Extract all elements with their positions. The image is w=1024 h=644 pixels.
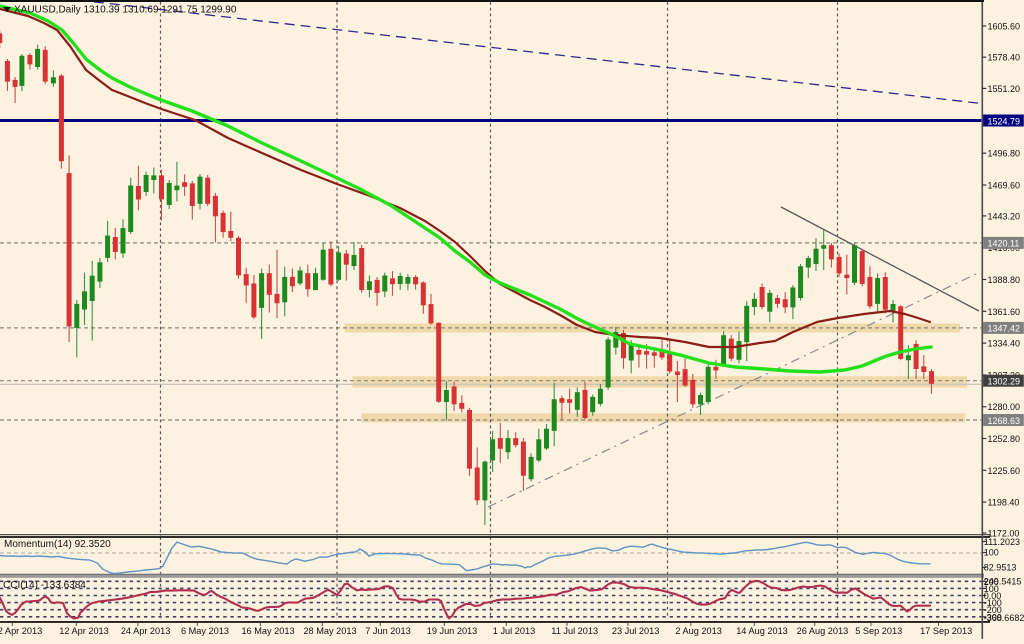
svg-text:0.00: 0.00 — [984, 591, 1002, 601]
svg-text:17 Sep 2013: 17 Sep 2013 — [920, 626, 972, 636]
svg-text:1252.80: 1252.80 — [988, 434, 1021, 444]
svg-text:28 May 2013: 28 May 2013 — [303, 626, 356, 636]
svg-text:12 Apr 2013: 12 Apr 2013 — [59, 626, 109, 636]
svg-text:16 May 2013: 16 May 2013 — [241, 626, 294, 636]
svg-text:1469.60: 1469.60 — [988, 181, 1021, 191]
svg-text:1605.60: 1605.60 — [988, 22, 1021, 32]
svg-text:1347.42: 1347.42 — [988, 324, 1021, 334]
svg-text:2 Aug 2013: 2 Aug 2013 — [675, 626, 722, 636]
svg-text:1 Jul 2013: 1 Jul 2013 — [493, 626, 535, 636]
svg-text:5 Sep 2013: 5 Sep 2013 — [855, 626, 902, 636]
svg-text:1225.60: 1225.60 — [988, 466, 1021, 476]
svg-text:6 May 2013: 6 May 2013 — [181, 626, 229, 636]
svg-text:1496.80: 1496.80 — [988, 149, 1021, 159]
svg-text:-100: -100 — [984, 598, 1002, 608]
svg-text:1268.63: 1268.63 — [988, 416, 1021, 426]
svg-text:1443.20: 1443.20 — [988, 211, 1021, 221]
svg-text:1334.40: 1334.40 — [988, 339, 1021, 349]
svg-text:1578.40: 1578.40 — [988, 53, 1021, 63]
svg-text:7 Jun 2013: 7 Jun 2013 — [365, 626, 410, 636]
svg-text:1388.80: 1388.80 — [988, 275, 1021, 285]
svg-text:-300: -300 — [984, 612, 1002, 622]
svg-text:19 Jun 2013: 19 Jun 2013 — [427, 626, 478, 636]
svg-text:XAUUSD,Daily 1310.39 1310.69: XAUUSD,Daily 1310.39 1310.69 1291.75 129… — [14, 5, 237, 16]
svg-text:111.2023: 111.2023 — [984, 537, 1020, 547]
svg-text:-200: -200 — [984, 605, 1002, 615]
svg-text:100: 100 — [984, 548, 999, 558]
svg-text:26 Aug 2013: 26 Aug 2013 — [797, 626, 849, 636]
svg-text:1524.79: 1524.79 — [988, 116, 1021, 126]
svg-text:249.5415: 249.5415 — [984, 577, 1022, 587]
svg-text:-368.6682: -368.6682 — [984, 613, 1024, 623]
svg-text:1551.20: 1551.20 — [988, 84, 1021, 94]
svg-text:24 Apr 2013: 24 Apr 2013 — [121, 626, 171, 636]
svg-text:100: 100 — [984, 584, 999, 594]
svg-text:1302.29: 1302.29 — [988, 377, 1021, 387]
svg-text:1172.00: 1172.00 — [988, 529, 1020, 539]
svg-text:1198.40: 1198.40 — [988, 498, 1020, 508]
svg-text:1280.00: 1280.00 — [988, 402, 1021, 412]
svg-text:82.9513: 82.9513 — [984, 563, 1017, 573]
svg-text:1361.60: 1361.60 — [988, 307, 1021, 317]
svg-text:11 Jul 2013: 11 Jul 2013 — [551, 626, 598, 636]
svg-text:200: 200 — [984, 577, 999, 587]
svg-text:2 Apr 2013: 2 Apr 2013 — [0, 626, 42, 636]
svg-text:23 Jul 2013: 23 Jul 2013 — [612, 626, 660, 636]
svg-text:CCI(14) -133.6384: CCI(14) -133.6384 — [3, 580, 86, 591]
svg-text:14 Aug 2013: 14 Aug 2013 — [736, 626, 788, 636]
svg-text:1420.11: 1420.11 — [988, 239, 1020, 249]
svg-text:Momentum(14) 92.3520: Momentum(14) 92.3520 — [4, 539, 111, 550]
